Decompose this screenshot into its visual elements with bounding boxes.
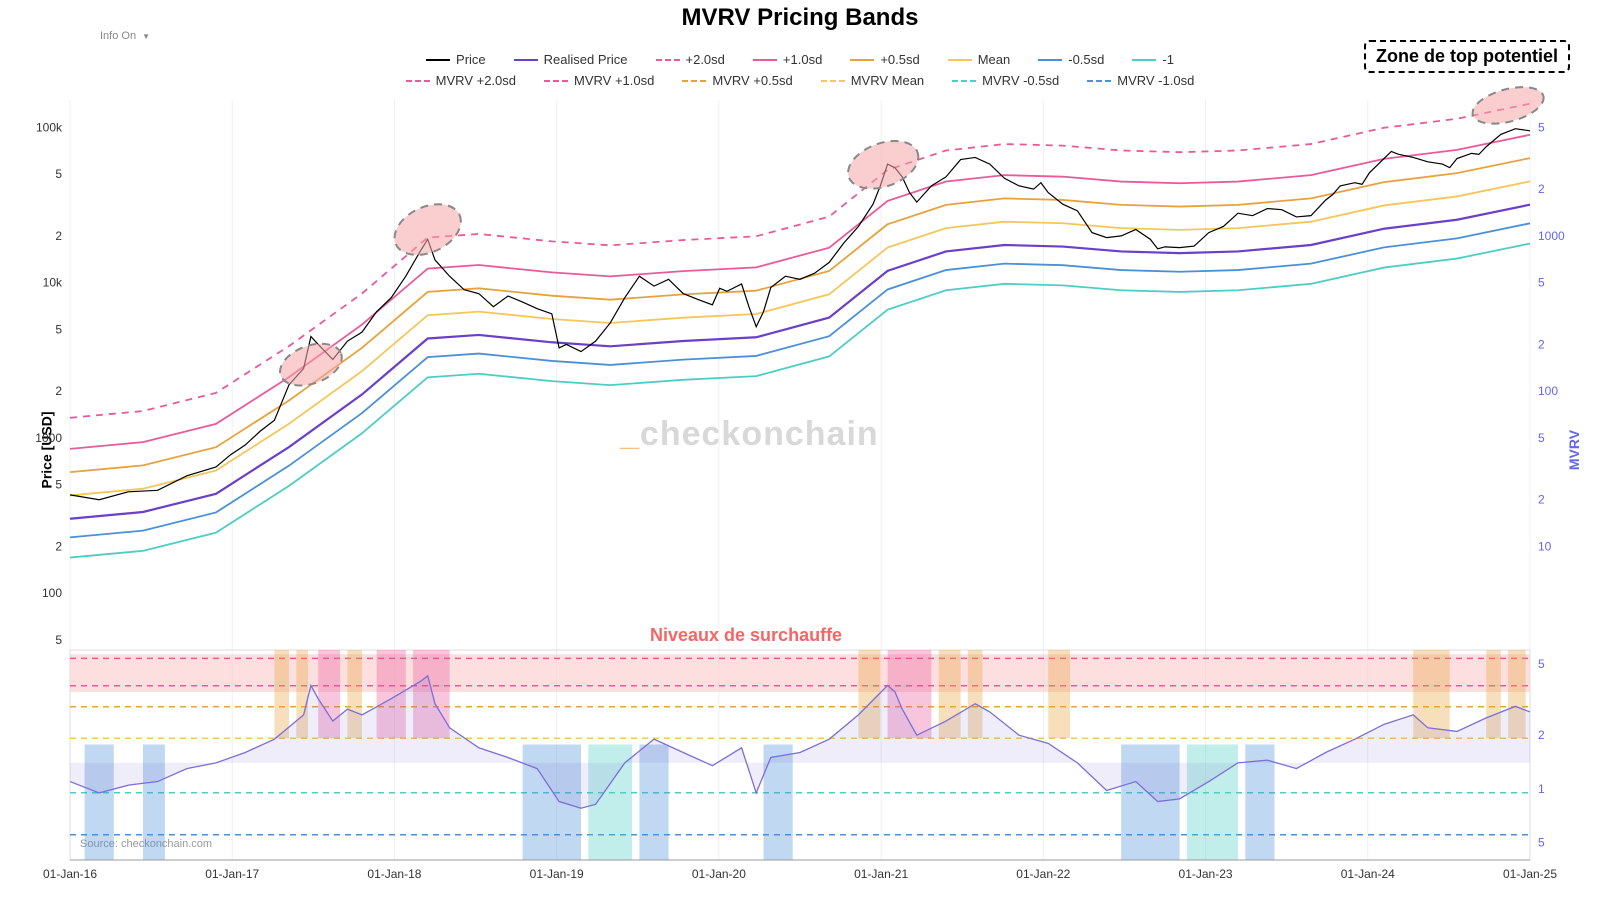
svg-text:2: 2 <box>55 539 62 553</box>
svg-text:100: 100 <box>1538 384 1558 398</box>
svg-text:01-Jan-21: 01-Jan-21 <box>854 867 908 881</box>
svg-text:10: 10 <box>1538 539 1552 553</box>
svg-text:1000: 1000 <box>1538 229 1565 243</box>
svg-text:01-Jan-20: 01-Jan-20 <box>692 867 746 881</box>
svg-text:2: 2 <box>1538 728 1545 742</box>
svg-text:10k: 10k <box>43 276 63 290</box>
chart-container: MVRV Pricing Bands Info On ▼ Zone de top… <box>0 0 1600 900</box>
svg-text:1: 1 <box>1538 782 1545 796</box>
svg-text:2: 2 <box>1538 493 1545 507</box>
svg-text:2: 2 <box>1538 182 1545 196</box>
svg-text:01-Jan-22: 01-Jan-22 <box>1016 867 1070 881</box>
svg-text:01-Jan-25: 01-Jan-25 <box>1503 867 1557 881</box>
svg-text:5: 5 <box>1538 431 1545 445</box>
plot-svg: 01-Jan-16 01-Jan-17 01-Jan-18 01-Jan-19 01-J… <box>0 0 1600 900</box>
svg-text:5: 5 <box>1538 276 1545 290</box>
svg-text:5: 5 <box>55 322 62 336</box>
svg-text:01-Jan-19: 01-Jan-19 <box>530 867 584 881</box>
svg-text:5: 5 <box>55 633 62 647</box>
svg-text:5: 5 <box>1538 657 1545 671</box>
svg-text:1000: 1000 <box>35 431 62 445</box>
svg-text:01-Jan-18: 01-Jan-18 <box>367 867 421 881</box>
svg-text:01-Jan-16: 01-Jan-16 <box>43 867 97 881</box>
svg-text:2: 2 <box>55 229 62 243</box>
svg-text:5: 5 <box>55 478 62 492</box>
svg-text:5: 5 <box>1538 120 1545 134</box>
svg-text:01-Jan-24: 01-Jan-24 <box>1341 867 1395 881</box>
svg-text:2: 2 <box>55 384 62 398</box>
svg-text:01-Jan-17: 01-Jan-17 <box>205 867 259 881</box>
svg-text:5: 5 <box>55 167 62 181</box>
svg-text:100: 100 <box>42 586 62 600</box>
svg-text:5: 5 <box>1538 836 1545 850</box>
svg-text:2: 2 <box>1538 337 1545 351</box>
svg-text:100k: 100k <box>36 120 63 134</box>
svg-text:01-Jan-23: 01-Jan-23 <box>1179 867 1233 881</box>
